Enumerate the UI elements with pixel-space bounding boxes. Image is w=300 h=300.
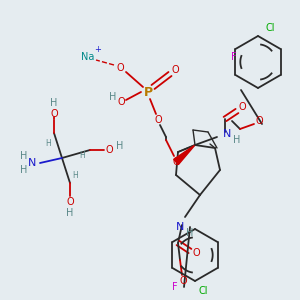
Text: Na: Na [81, 52, 95, 62]
Text: H: H [233, 135, 241, 145]
Text: N: N [28, 158, 36, 168]
Text: O: O [192, 248, 200, 258]
Text: O: O [179, 276, 187, 286]
Text: Cl: Cl [265, 23, 275, 33]
Text: H: H [186, 228, 194, 238]
Text: O: O [105, 145, 113, 155]
Text: P: P [143, 85, 153, 98]
Text: O: O [255, 116, 263, 126]
Text: H: H [20, 165, 28, 175]
Text: H: H [45, 139, 51, 148]
Text: H: H [20, 151, 28, 161]
Text: H: H [109, 92, 117, 102]
Text: O: O [116, 63, 124, 73]
Text: H: H [50, 98, 58, 108]
Polygon shape [174, 145, 195, 165]
Text: H: H [66, 208, 74, 218]
Text: O: O [117, 97, 125, 107]
Text: N: N [176, 222, 184, 232]
Text: H: H [72, 172, 78, 181]
Text: H: H [79, 152, 85, 160]
Text: Cl: Cl [198, 286, 208, 296]
Text: O: O [154, 115, 162, 125]
Text: O: O [171, 65, 179, 75]
Text: F: F [172, 282, 178, 292]
Text: N: N [223, 129, 231, 139]
Text: O: O [172, 157, 180, 167]
Text: H: H [116, 141, 124, 151]
Text: O: O [66, 197, 74, 207]
Text: +: + [94, 46, 101, 55]
Text: F: F [231, 52, 237, 62]
Text: O: O [238, 102, 246, 112]
Text: O: O [50, 109, 58, 119]
